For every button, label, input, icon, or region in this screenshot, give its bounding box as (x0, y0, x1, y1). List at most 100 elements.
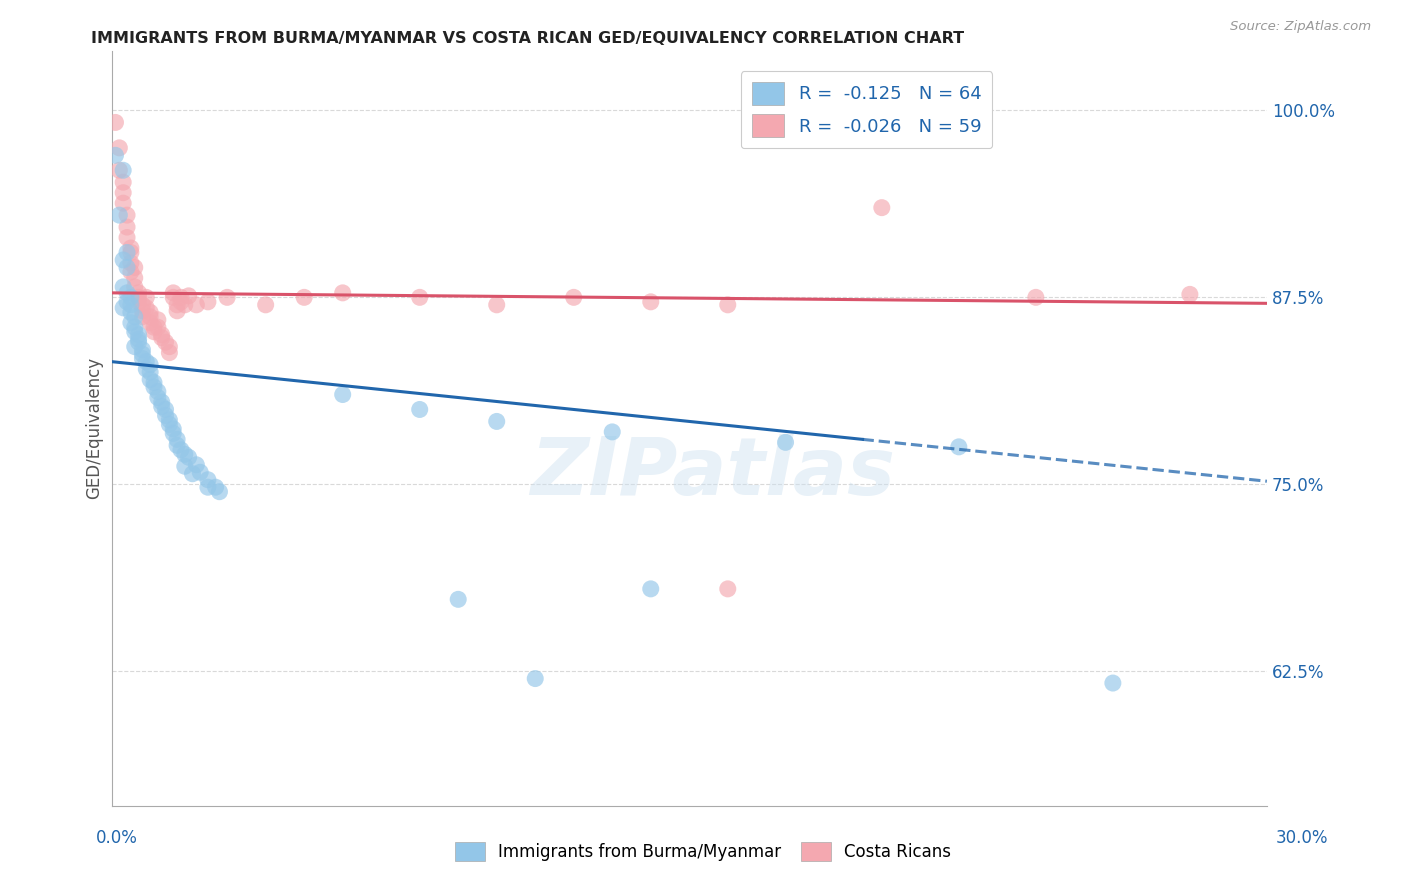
Point (717, 582, 740, 596)
Point (166, 298, 188, 312)
Legend: Immigrants from Burma/Myanmar, Costa Ricans: Immigrants from Burma/Myanmar, Costa Ric… (449, 835, 957, 868)
Point (775, 435, 797, 450)
Point (166, 303, 188, 318)
Point (115, 285, 138, 300)
Point (124, 310, 146, 324)
Point (112, 196, 135, 211)
Point (120, 316, 142, 330)
Point (112, 301, 135, 315)
Point (186, 458, 208, 472)
Point (332, 387, 354, 401)
Point (135, 354, 157, 368)
Point (135, 290, 157, 304)
Point (146, 384, 169, 399)
Point (131, 343, 153, 357)
Point (115, 230, 138, 244)
Point (143, 380, 166, 394)
Point (139, 316, 162, 330)
Point (120, 265, 142, 279)
Point (204, 480, 226, 494)
Point (124, 325, 146, 339)
Point (108, 163, 131, 178)
Point (254, 298, 277, 312)
Point (131, 351, 153, 366)
Point (146, 391, 169, 405)
Point (139, 305, 162, 319)
Point (150, 331, 173, 345)
Point (177, 450, 200, 465)
Point (143, 325, 166, 339)
Point (143, 320, 166, 334)
Point (128, 332, 150, 346)
Point (173, 459, 195, 474)
Point (128, 285, 150, 300)
Point (115, 260, 138, 275)
Point (177, 289, 200, 303)
Point (157, 340, 180, 354)
Point (120, 245, 142, 260)
Point (173, 298, 195, 312)
Point (600, 425, 623, 439)
Point (128, 290, 150, 304)
Point (162, 426, 184, 441)
Point (124, 340, 146, 354)
Point (447, 592, 470, 607)
Point (155, 335, 177, 350)
Point (524, 672, 547, 686)
Point (120, 298, 142, 312)
Point (170, 294, 193, 309)
Point (1025, 290, 1047, 304)
Point (870, 201, 893, 215)
Point (124, 280, 146, 294)
Point (170, 442, 193, 457)
Point (112, 280, 135, 294)
Text: ZIPatlas: ZIPatlas (530, 434, 894, 513)
Point (146, 320, 169, 334)
Point (197, 473, 219, 487)
Point (948, 440, 970, 454)
Point (188, 465, 211, 479)
Point (150, 395, 173, 409)
Point (1102, 676, 1125, 690)
Point (112, 175, 135, 189)
Point (146, 312, 169, 326)
Text: IMMIGRANTS FROM BURMA/MYANMAR VS COSTA RICAN GED/EQUIVALENCY CORRELATION CHART: IMMIGRANTS FROM BURMA/MYANMAR VS COSTA R… (91, 31, 965, 46)
Point (217, 290, 239, 304)
Point (108, 208, 131, 222)
Point (112, 163, 135, 178)
Point (157, 413, 180, 427)
Point (640, 582, 662, 596)
Point (197, 294, 219, 309)
Point (104, 115, 127, 129)
Point (143, 376, 166, 390)
Point (162, 422, 184, 436)
Point (124, 260, 146, 275)
Point (332, 285, 354, 300)
Point (409, 290, 432, 304)
Point (155, 402, 177, 417)
Text: 30.0%: 30.0% (1277, 829, 1329, 847)
Point (139, 310, 162, 324)
Point (139, 358, 162, 372)
Point (717, 298, 740, 312)
Point (135, 362, 157, 376)
Point (115, 294, 138, 309)
Point (1178, 287, 1201, 301)
Point (112, 252, 135, 267)
Point (120, 305, 142, 319)
Point (485, 414, 508, 428)
Point (292, 290, 315, 304)
Point (170, 290, 193, 304)
Point (157, 417, 180, 432)
Point (409, 402, 432, 417)
Point (120, 290, 142, 304)
Point (155, 409, 177, 423)
Point (157, 345, 180, 359)
Point (186, 298, 208, 312)
Point (181, 467, 204, 481)
Text: 0.0%: 0.0% (96, 829, 138, 847)
Point (128, 327, 150, 342)
Point (150, 400, 173, 414)
Point (108, 141, 131, 155)
Point (173, 447, 195, 461)
